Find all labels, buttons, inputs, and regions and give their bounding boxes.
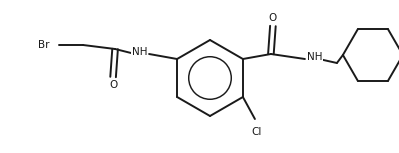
Text: Br: Br (38, 40, 49, 50)
Text: O: O (109, 80, 117, 90)
Text: O: O (269, 13, 277, 23)
Text: NH: NH (132, 47, 147, 57)
Text: NH: NH (307, 52, 322, 62)
Text: Cl: Cl (252, 127, 262, 137)
